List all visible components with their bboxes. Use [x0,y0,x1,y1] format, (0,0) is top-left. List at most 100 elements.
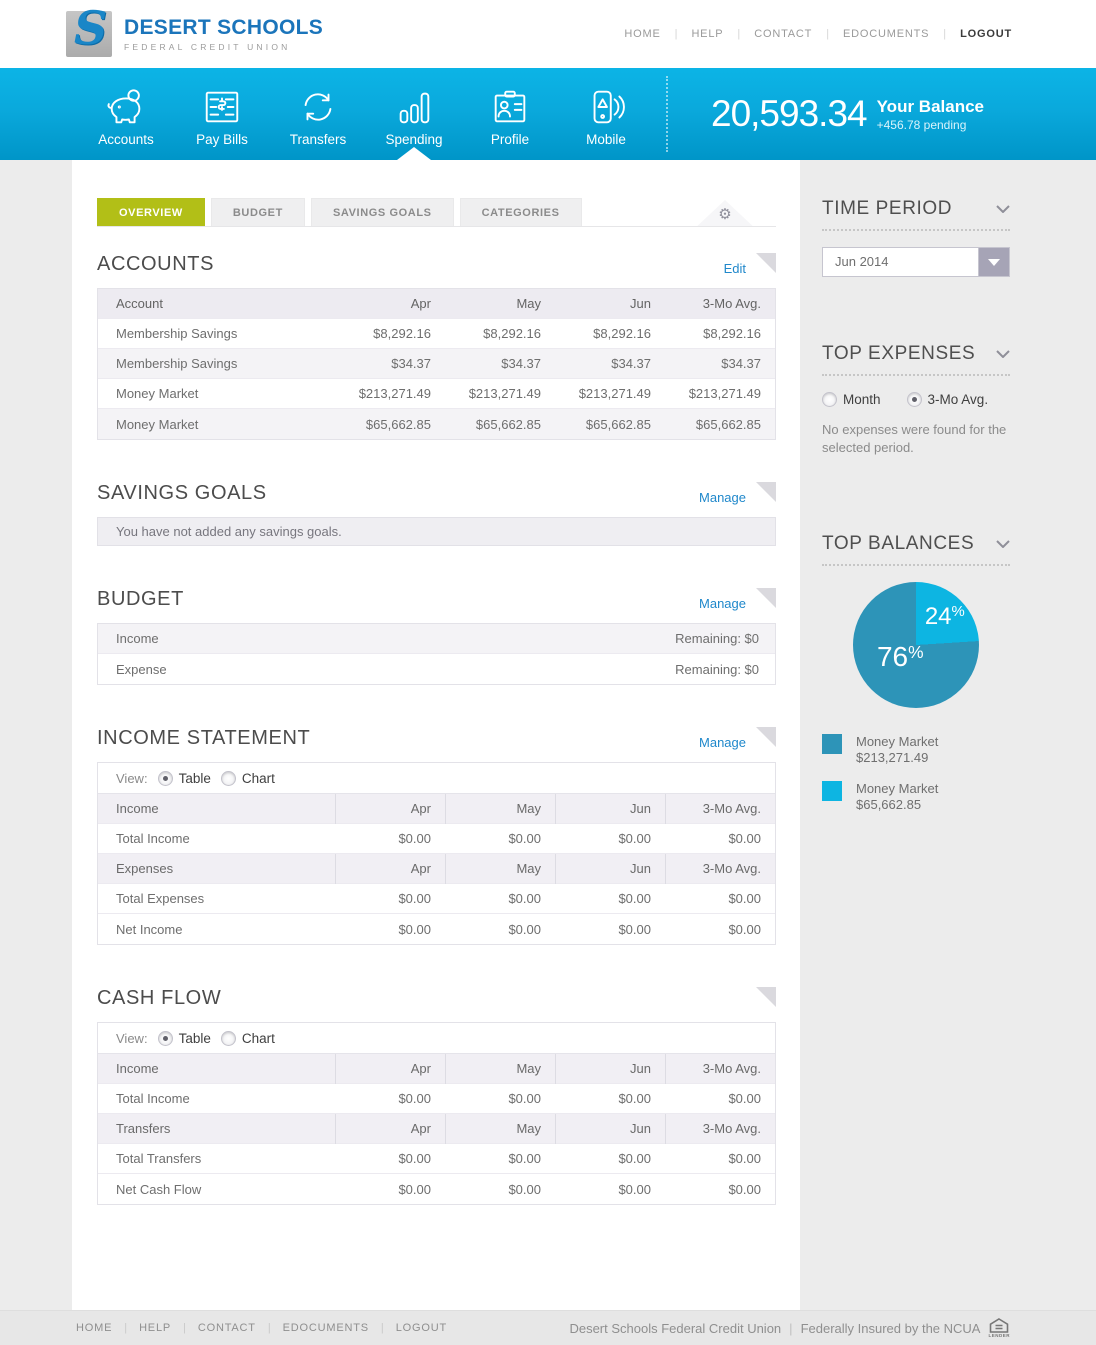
view-option-table[interactable]: Table [157,1030,211,1046]
nav-item-accounts[interactable]: Accounts [78,68,174,160]
chevron-down-icon[interactable] [996,350,1010,358]
radio-icon [906,392,922,407]
cell: Apr [335,1053,445,1084]
divider: | [737,28,741,40]
top-expenses-option-3mo-avg[interactable]: 3-Mo Avg. [906,392,989,407]
top-balances-pie: 24% 76% [853,582,979,708]
footer-link-edocuments[interactable]: EDOCUMENTS [282,1322,369,1334]
legend-amount: $213,271.49 [856,750,929,765]
divider: | [674,28,678,40]
cell: Membership Savings [116,356,238,371]
cell: Income [116,1061,159,1076]
divider: | [267,1322,271,1334]
footer: HOME | HELP | CONTACT | EDOCUMENTS | LOGOUT … [0,1310,1096,1345]
cell: Money Market [116,386,199,401]
nav-item-profile[interactable]: Profile [462,68,558,160]
content-region: OVERVIEW BUDGET SAVINGS GOALS CATEGORIES… [0,160,1096,1310]
cell: Total Income [116,831,190,846]
savings-goals-empty-message: You have not added any savings goals. [97,517,776,546]
savings-goals-section: SAVINGS GOALS Manage You have not added … [97,482,776,546]
table-row: Money Market $65,662.85 $65,662.85 $65,6… [98,409,775,439]
cell: $8,292.16 [593,326,651,341]
transfer-arrows-icon [304,93,332,121]
legend-item: Money Market $213,271.49 [822,734,1010,766]
top-header: S DESERT SCHOOLS FEDERAL CREDIT UNION HO… [0,0,1096,68]
top-expenses-empty-message: No expenses were found for the selected … [822,422,1007,455]
top-nav-edocuments[interactable]: EDOCUMENTS [843,28,930,40]
tab-savings-goals[interactable]: SAVINGS GOALS [310,198,454,226]
col-apr: Apr [410,296,431,311]
table-row: Total Income $0.00 $0.00 $0.00 $0.00 [98,824,775,854]
table-row: Total Transfers $0.00 $0.00 $0.00 $0.00 [98,1144,775,1174]
time-period-select[interactable]: Jun 2014 [822,247,1010,277]
cell: Jun [555,793,665,824]
cell: 3-Mo Avg. [665,1053,775,1084]
logo-mark-icon: S [66,3,112,57]
select-dropdown-button[interactable] [978,248,1009,276]
cell: $0.00 [618,1151,651,1166]
mobile-phone-icon [593,90,625,124]
cell: $65,662.85 [695,416,761,432]
cell: Net Cash Flow [116,1181,202,1197]
cell: $0.00 [618,1091,651,1106]
top-nav-help[interactable]: HELP [691,28,724,40]
nav-item-transfers[interactable]: Transfers [270,68,366,160]
cell: Jun [555,1113,665,1144]
cell: $34.37 [721,356,761,371]
cell: $0.00 [398,1181,431,1197]
cell: $213,271.49 [578,386,651,401]
view-option-table[interactable]: Table [157,770,211,786]
footer-link-contact[interactable]: CONTACT [197,1322,256,1334]
group-header-row: Income Apr May Jun 3-Mo Avg. [98,793,775,824]
cell: May [445,1113,555,1144]
cell: Jun [555,853,665,884]
corner-fold-icon [756,482,776,502]
view-option-chart[interactable]: Chart [220,1030,275,1046]
cell: $8,292.16 [373,326,431,341]
cell: $0.00 [728,1091,761,1106]
chevron-down-icon[interactable] [996,540,1010,548]
radio-icon [220,1030,236,1046]
active-nav-pointer [397,147,431,160]
cell: $0.00 [508,831,541,846]
footer-link-help[interactable]: HELP [139,1322,171,1334]
savings-goals-title: SAVINGS GOALS [97,482,267,504]
cell: Total Expenses [116,891,205,906]
radio-label: Chart [241,770,275,786]
cell: $65,662.85 [365,416,431,432]
income-statement-manage-link[interactable]: Manage [699,735,746,750]
view-option-chart[interactable]: Chart [220,770,275,786]
tab-categories[interactable]: CATEGORIES [459,198,582,226]
id-card-icon [494,90,526,123]
cell: $0.00 [618,891,651,906]
chevron-down-icon[interactable] [996,205,1010,213]
footer-org: Desert Schools Federal Credit Union [569,1320,782,1336]
corner-fold-icon [756,588,776,608]
radio-label: 3-Mo Avg. [927,392,989,407]
budget-manage-link[interactable]: Manage [699,596,746,611]
top-balances-legend: Money Market $213,271.49 Money Market $6… [822,734,1010,813]
top-nav-contact[interactable]: CONTACT [754,28,813,40]
top-expenses-option-month[interactable]: Month [822,392,881,407]
divider: | [826,28,830,40]
tab-overview[interactable]: OVERVIEW [97,198,205,226]
tab-budget[interactable]: BUDGET [210,198,305,226]
top-nav-logout[interactable]: LOGOUT [960,28,1012,40]
legend-label: Money Market [856,781,939,796]
savings-goals-manage-link[interactable]: Manage [699,490,746,505]
divider [666,76,668,152]
balance-display: 20,593.34 Your Balance +456.78 pending [668,68,1096,160]
nav-item-pay-bills[interactable]: Pay Bills [174,68,270,160]
nav-item-spending[interactable]: Spending [366,68,462,160]
balance-label: Your Balance [876,96,984,116]
col-account: Account [116,296,163,311]
accounts-edit-link[interactable]: Edit [723,261,746,276]
footer-link-logout[interactable]: LOGOUT [395,1322,448,1334]
cell: $213,271.49 [688,386,761,401]
settings-button[interactable]: ⚙ [697,200,753,226]
nav-item-mobile[interactable]: Mobile [558,68,654,160]
footer-link-home[interactable]: HOME [76,1322,113,1334]
cell: $0.00 [508,921,541,937]
bar-chart-icon [399,92,430,124]
top-nav-home[interactable]: HOME [624,28,661,40]
